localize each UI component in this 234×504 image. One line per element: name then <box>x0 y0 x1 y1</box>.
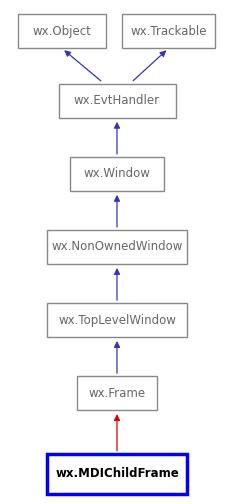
Text: wx.TopLevelWindow: wx.TopLevelWindow <box>58 313 176 327</box>
FancyBboxPatch shape <box>47 230 187 264</box>
Text: wx.MDIChildFrame: wx.MDIChildFrame <box>55 467 179 480</box>
Text: wx.NonOwnedWindow: wx.NonOwnedWindow <box>51 240 183 254</box>
Text: wx.Frame: wx.Frame <box>88 387 146 400</box>
Text: wx.EvtHandler: wx.EvtHandler <box>74 94 160 107</box>
FancyBboxPatch shape <box>47 454 187 494</box>
FancyBboxPatch shape <box>77 376 157 410</box>
Text: wx.Trackable: wx.Trackable <box>130 25 207 38</box>
FancyBboxPatch shape <box>47 303 187 337</box>
FancyBboxPatch shape <box>70 157 164 191</box>
Text: wx.Object: wx.Object <box>33 25 91 38</box>
FancyBboxPatch shape <box>18 14 106 48</box>
Text: wx.Window: wx.Window <box>84 167 150 180</box>
FancyBboxPatch shape <box>122 14 215 48</box>
FancyBboxPatch shape <box>58 84 176 118</box>
